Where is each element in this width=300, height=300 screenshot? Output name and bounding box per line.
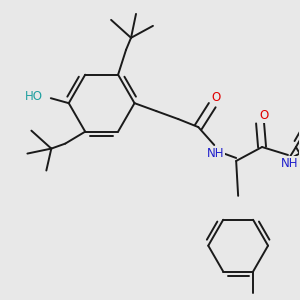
Text: NH: NH (281, 158, 299, 170)
Text: O: O (260, 109, 269, 122)
Text: NH: NH (206, 148, 224, 160)
Text: O: O (212, 91, 221, 104)
Text: HO: HO (25, 90, 43, 103)
